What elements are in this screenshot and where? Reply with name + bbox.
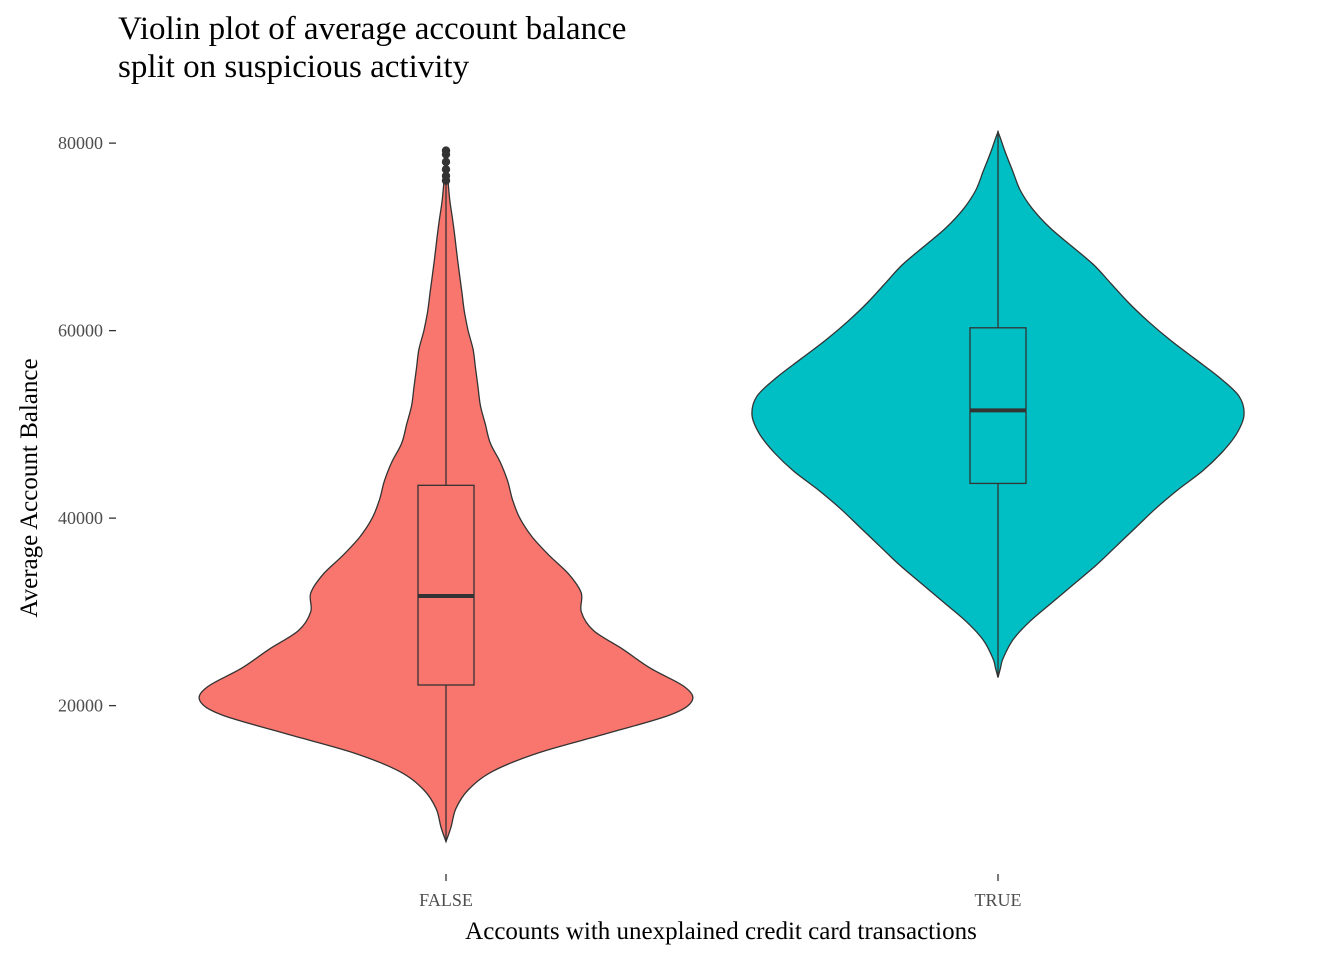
outlier-point-false	[441, 146, 451, 155]
y-tick-label: 20000	[58, 696, 103, 716]
outlier-point-false	[441, 157, 451, 167]
violins-layer	[198, 130, 1245, 844]
box-true	[969, 327, 1027, 485]
outlier-point-false	[441, 165, 451, 174]
chart-title-line-2: split on suspicious activity	[118, 49, 470, 85]
y-tick-label: 80000	[58, 133, 103, 153]
violin-group-false	[198, 146, 694, 844]
x-axis: FALSE TRUE	[419, 874, 1022, 910]
violin-group-true	[751, 130, 1245, 678]
y-axis: 20000 40000 60000 80000	[58, 133, 116, 716]
y-tick-label: 40000	[58, 508, 103, 528]
x-tick-label: FALSE	[419, 890, 473, 910]
chart-title: Violin plot of average account balance s…	[118, 10, 626, 86]
x-tick-label: TRUE	[975, 890, 1022, 910]
x-axis-title: Accounts with unexplained credit card tr…	[465, 918, 977, 945]
chart-title-line-1: Violin plot of average account balance	[118, 11, 627, 47]
box-false	[417, 484, 475, 686]
y-axis-title: Average Account Balance	[16, 358, 43, 617]
outlier-point-false	[441, 171, 451, 181]
y-tick-label: 60000	[58, 321, 103, 341]
